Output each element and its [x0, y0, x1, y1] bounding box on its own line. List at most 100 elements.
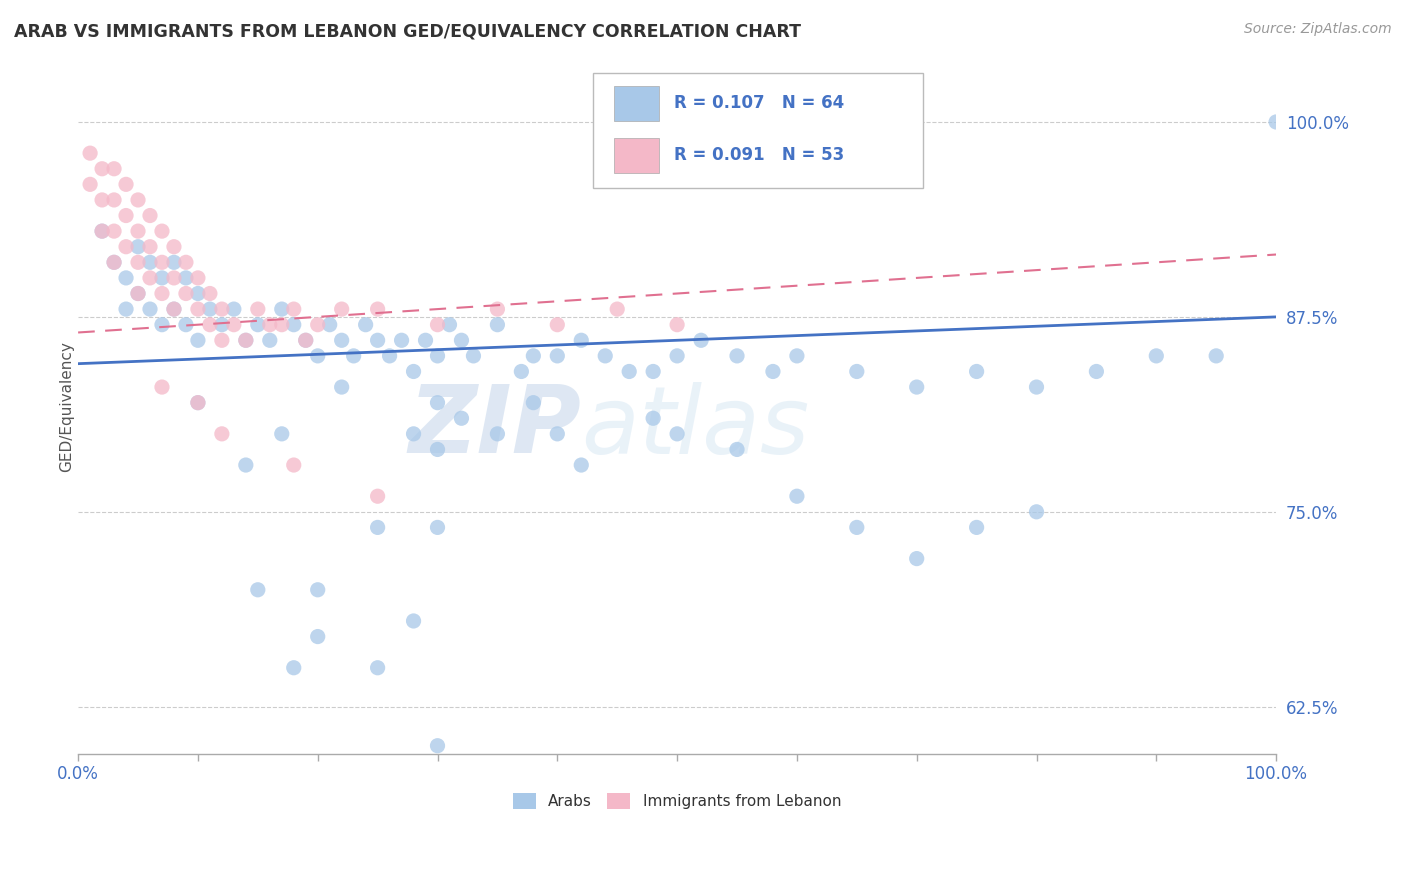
- Point: [163, 271, 186, 285]
- Point: [211, 302, 233, 317]
- Point: [666, 349, 689, 363]
- FancyBboxPatch shape: [613, 138, 659, 173]
- Point: [486, 426, 509, 441]
- Point: [450, 411, 472, 425]
- Point: [235, 333, 257, 347]
- Text: R = 0.107   N = 64: R = 0.107 N = 64: [673, 95, 844, 112]
- Point: [367, 302, 389, 317]
- Point: [546, 318, 568, 332]
- Point: [367, 520, 389, 534]
- Point: [619, 364, 641, 378]
- Point: [198, 318, 221, 332]
- Point: [522, 395, 544, 409]
- Point: [127, 240, 149, 254]
- Point: [198, 302, 221, 317]
- Point: [450, 333, 472, 347]
- Point: [79, 146, 101, 161]
- Point: [666, 318, 689, 332]
- Point: [330, 302, 353, 317]
- Point: [139, 255, 162, 269]
- FancyBboxPatch shape: [613, 86, 659, 120]
- Point: [91, 224, 114, 238]
- Point: [115, 271, 138, 285]
- Point: [198, 286, 221, 301]
- Point: [725, 349, 748, 363]
- Point: [150, 318, 173, 332]
- Point: [259, 318, 281, 332]
- Point: [103, 193, 125, 207]
- Point: [643, 364, 665, 378]
- Point: [463, 349, 485, 363]
- Text: Source: ZipAtlas.com: Source: ZipAtlas.com: [1244, 22, 1392, 37]
- Point: [402, 364, 425, 378]
- Point: [426, 442, 449, 457]
- Point: [270, 318, 292, 332]
- Point: [354, 318, 377, 332]
- Point: [439, 318, 461, 332]
- Point: [378, 349, 401, 363]
- Point: [283, 318, 305, 332]
- Point: [307, 318, 329, 332]
- Point: [235, 458, 257, 472]
- Point: [966, 364, 988, 378]
- Point: [235, 333, 257, 347]
- Point: [115, 240, 138, 254]
- Point: [187, 302, 209, 317]
- Point: [426, 520, 449, 534]
- Point: [150, 271, 173, 285]
- Point: [367, 333, 389, 347]
- Point: [174, 271, 197, 285]
- Point: [127, 193, 149, 207]
- Point: [270, 426, 292, 441]
- Point: [174, 255, 197, 269]
- Point: [426, 739, 449, 753]
- Point: [1025, 380, 1047, 394]
- Point: [593, 349, 616, 363]
- Point: [139, 302, 162, 317]
- Point: [115, 178, 138, 192]
- Point: [270, 302, 292, 317]
- Point: [486, 302, 509, 317]
- Point: [127, 286, 149, 301]
- Point: [187, 395, 209, 409]
- Point: [367, 489, 389, 503]
- Point: [426, 318, 449, 332]
- Point: [174, 318, 197, 332]
- Point: [426, 395, 449, 409]
- Point: [79, 178, 101, 192]
- Point: [845, 520, 868, 534]
- Point: [187, 271, 209, 285]
- Point: [174, 286, 197, 301]
- Point: [91, 193, 114, 207]
- Point: [163, 302, 186, 317]
- Point: [294, 333, 316, 347]
- Text: R = 0.091   N = 53: R = 0.091 N = 53: [673, 146, 844, 164]
- Point: [318, 318, 340, 332]
- Point: [569, 333, 592, 347]
- Point: [569, 458, 592, 472]
- Point: [163, 240, 186, 254]
- Point: [725, 442, 748, 457]
- Point: [187, 286, 209, 301]
- Point: [522, 349, 544, 363]
- Text: ARAB VS IMMIGRANTS FROM LEBANON GED/EQUIVALENCY CORRELATION CHART: ARAB VS IMMIGRANTS FROM LEBANON GED/EQUI…: [14, 22, 801, 40]
- Point: [294, 333, 316, 347]
- Point: [246, 318, 269, 332]
- Point: [426, 349, 449, 363]
- Point: [163, 255, 186, 269]
- Point: [127, 286, 149, 301]
- Point: [343, 349, 366, 363]
- Point: [103, 255, 125, 269]
- Point: [139, 209, 162, 223]
- Point: [1085, 364, 1108, 378]
- Point: [905, 551, 928, 566]
- Point: [283, 302, 305, 317]
- Point: [103, 161, 125, 176]
- Point: [150, 286, 173, 301]
- Point: [187, 333, 209, 347]
- Point: [415, 333, 437, 347]
- Point: [283, 661, 305, 675]
- Point: [762, 364, 785, 378]
- Y-axis label: GED/Equivalency: GED/Equivalency: [59, 341, 75, 472]
- Point: [690, 333, 713, 347]
